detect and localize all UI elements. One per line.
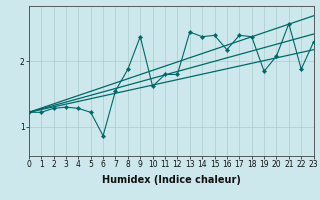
X-axis label: Humidex (Indice chaleur): Humidex (Indice chaleur) — [102, 175, 241, 185]
